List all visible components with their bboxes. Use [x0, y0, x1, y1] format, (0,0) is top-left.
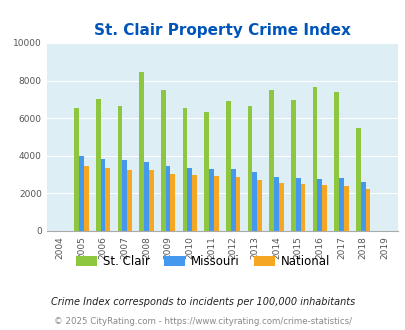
Bar	[273, 177, 278, 231]
Bar	[160, 90, 165, 231]
Bar	[278, 183, 283, 231]
Bar	[360, 182, 364, 231]
Bar	[204, 113, 209, 231]
Bar	[144, 162, 148, 231]
Bar	[322, 185, 326, 231]
Bar	[117, 106, 122, 231]
Bar	[165, 166, 170, 231]
Bar	[139, 72, 144, 231]
Text: © 2025 CityRating.com - https://www.cityrating.com/crime-statistics/: © 2025 CityRating.com - https://www.city…	[54, 317, 351, 326]
Bar	[213, 176, 218, 231]
Bar	[290, 100, 295, 231]
Bar	[247, 106, 252, 231]
Bar	[343, 186, 348, 231]
Bar	[74, 108, 79, 231]
Bar	[209, 169, 213, 231]
Bar	[105, 168, 110, 231]
Bar	[256, 180, 261, 231]
Bar	[122, 160, 127, 231]
Bar	[192, 175, 196, 231]
Bar	[252, 172, 256, 231]
Bar	[100, 159, 105, 231]
Bar	[364, 189, 369, 231]
Bar	[83, 166, 88, 231]
Bar	[300, 184, 305, 231]
Bar	[170, 174, 175, 231]
Bar	[312, 87, 317, 231]
Bar	[182, 108, 187, 231]
Bar	[317, 179, 322, 231]
Bar	[148, 170, 153, 231]
Bar	[295, 178, 300, 231]
Bar	[187, 168, 192, 231]
Bar	[127, 170, 132, 231]
Bar	[226, 101, 230, 231]
Bar	[230, 169, 235, 231]
Title: St. Clair Property Crime Index: St. Clair Property Crime Index	[94, 22, 350, 38]
Bar	[96, 99, 100, 231]
Bar	[269, 90, 273, 231]
Bar	[355, 128, 360, 231]
Text: Crime Index corresponds to incidents per 100,000 inhabitants: Crime Index corresponds to incidents per…	[51, 297, 354, 307]
Bar	[334, 92, 338, 231]
Legend: St. Clair, Missouri, National: St. Clair, Missouri, National	[71, 250, 334, 273]
Bar	[338, 178, 343, 231]
Bar	[235, 177, 240, 231]
Bar	[79, 156, 83, 231]
